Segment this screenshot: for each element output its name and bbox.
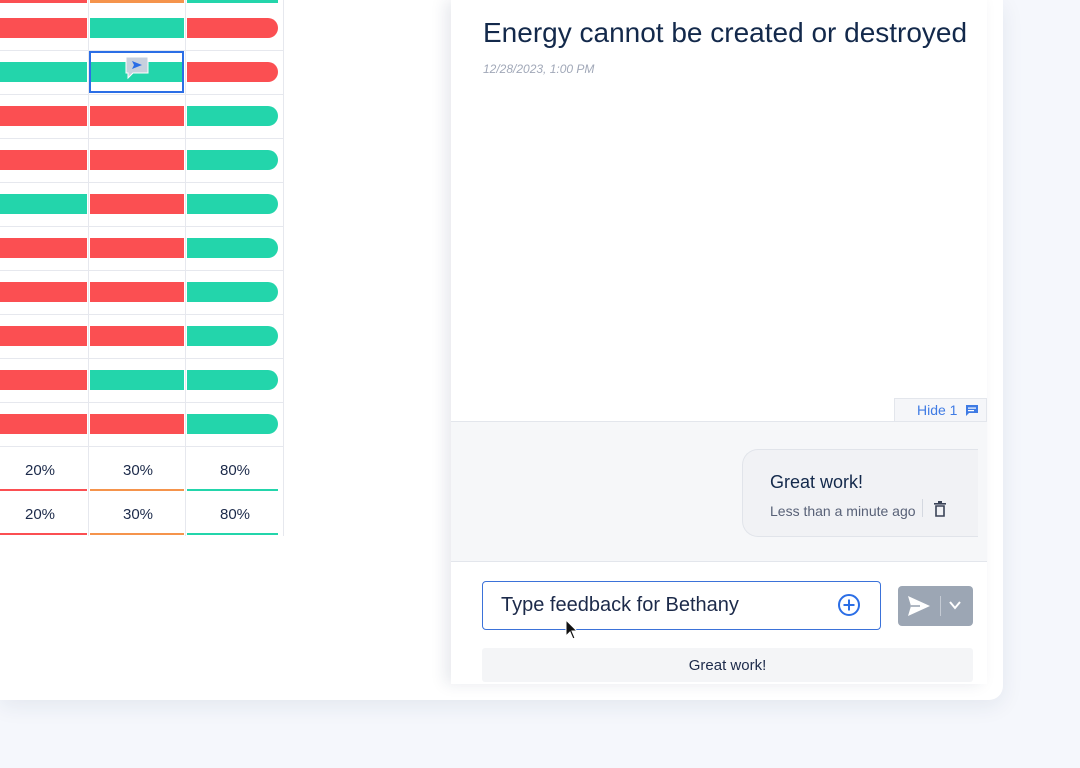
percent-cell: 30% — [122, 462, 154, 479]
send-icon — [908, 596, 930, 616]
divider — [940, 596, 941, 616]
assignment-date: 12/28/2023, 1:00 PM — [483, 62, 595, 76]
score-bar[interactable] — [0, 62, 87, 82]
mouse-cursor-icon — [565, 619, 579, 640]
row-divider — [0, 314, 283, 315]
score-bar[interactable] — [187, 282, 278, 302]
percent-underline — [187, 489, 278, 491]
score-bar[interactable] — [90, 238, 184, 258]
percent-cell: 80% — [219, 506, 251, 523]
comment-icon — [966, 404, 979, 416]
score-bar[interactable] — [90, 282, 184, 302]
assignment-title: Energy cannot be created or destroyed — [483, 17, 968, 48]
score-bar[interactable] — [90, 194, 184, 214]
score-bar[interactable] — [90, 370, 184, 390]
score-bar[interactable] — [0, 18, 87, 38]
percent-cell: 20% — [24, 462, 56, 479]
score-bar[interactable] — [90, 18, 184, 38]
add-circle-icon[interactable] — [837, 593, 861, 617]
score-bar[interactable] — [0, 106, 87, 126]
score-bar[interactable] — [0, 238, 87, 258]
suggested-feedback-label: Great work! — [688, 656, 767, 674]
trash-icon[interactable] — [933, 501, 947, 517]
row-divider — [0, 270, 283, 271]
score-bar[interactable] — [0, 326, 87, 346]
suggested-feedback-chip[interactable]: Great work! — [482, 648, 973, 682]
score-bar[interactable] — [187, 370, 278, 390]
row-divider — [0, 402, 283, 403]
selected-cell[interactable] — [89, 51, 184, 93]
score-bar[interactable] — [187, 18, 278, 38]
comment-timestamp: Less than a minute ago — [770, 503, 916, 519]
row-divider — [0, 446, 283, 447]
row-divider — [0, 138, 283, 139]
percent-cell: 80% — [219, 462, 251, 479]
row-divider — [0, 94, 283, 95]
feedback-panel: Energy cannot be created or destroyed 12… — [451, 0, 987, 684]
score-bar[interactable] — [90, 326, 184, 346]
column-divider — [185, 0, 186, 536]
hide-comments-label: Hide 1 — [917, 402, 958, 418]
send-button[interactable] — [898, 586, 973, 626]
score-bar[interactable] — [0, 370, 87, 390]
percent-underline — [90, 533, 184, 535]
percent-underline — [0, 489, 87, 491]
percent-underline — [0, 533, 87, 535]
score-bar[interactable] — [0, 414, 87, 434]
comment-send-icon[interactable] — [124, 55, 150, 81]
score-bar[interactable] — [187, 62, 278, 82]
column-divider — [283, 0, 284, 536]
score-bar[interactable] — [0, 282, 87, 302]
column-top-line — [187, 0, 278, 3]
score-bar[interactable] — [90, 106, 184, 126]
percent-underline — [90, 489, 184, 491]
score-bar[interactable] — [187, 106, 278, 126]
column-divider — [88, 0, 89, 536]
score-bar[interactable] — [187, 194, 278, 214]
score-grid: 20% 30% 80% 20% 30% 80% — [0, 0, 284, 540]
row-divider — [0, 182, 283, 183]
chevron-down-icon[interactable] — [949, 601, 961, 610]
score-bar[interactable] — [187, 150, 278, 170]
main-card: 20% 30% 80% 20% 30% 80% Energy cannot be crea… — [0, 0, 987, 684]
score-bar[interactable] — [187, 238, 278, 258]
score-bar[interactable] — [90, 150, 184, 170]
score-bar[interactable] — [90, 414, 184, 434]
column-top-line — [0, 0, 87, 3]
comment-bubble: Great work! Less than a minute ago — [742, 449, 978, 537]
row-divider — [0, 358, 283, 359]
feedback-input[interactable]: Type feedback for Bethany — [482, 581, 881, 630]
percent-cell: 30% — [122, 506, 154, 523]
row-divider — [0, 226, 283, 227]
score-bar[interactable] — [187, 414, 278, 434]
comment-text: Great work! — [770, 472, 864, 492]
divider — [922, 499, 923, 517]
row-divider — [0, 50, 283, 51]
percent-underline — [187, 533, 278, 535]
score-bar[interactable] — [0, 194, 87, 214]
feedback-input-placeholder: Type feedback for Bethany — [501, 594, 739, 616]
comment-thread: Great work! Less than a minute ago — [451, 421, 987, 562]
hide-comments-button[interactable]: Hide 1 — [894, 398, 987, 421]
percent-cell: 20% — [24, 506, 56, 523]
score-bar[interactable] — [0, 150, 87, 170]
score-bar[interactable] — [187, 326, 278, 346]
column-top-line — [90, 0, 184, 3]
